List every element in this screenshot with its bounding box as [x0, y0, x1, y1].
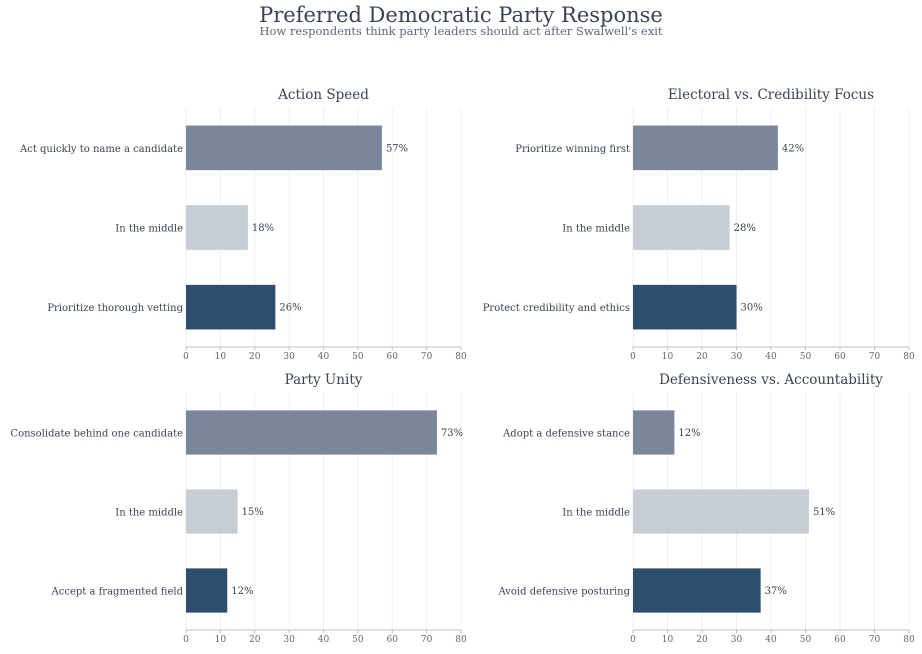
value-label: 57% — [386, 143, 408, 154]
category-label: In the middle — [562, 508, 630, 519]
bar — [633, 125, 778, 171]
x-tick-label: 80 — [455, 352, 467, 362]
category-label: In the middle — [115, 508, 183, 519]
category-label: Adopt a defensive stance — [502, 429, 630, 440]
x-tick-label: 30 — [283, 635, 295, 645]
x-tick-label: 50 — [800, 352, 812, 362]
value-label: 30% — [741, 303, 763, 314]
chart-panel-3: Party Unity Consolidate behind one candid… — [10, 372, 467, 645]
value-label: 28% — [734, 223, 756, 234]
x-tick-label: 0 — [183, 635, 189, 645]
value-label: 37% — [765, 586, 787, 597]
value-label: 42% — [782, 143, 804, 154]
x-tick-label: 0 — [630, 352, 636, 362]
value-label: 26% — [279, 303, 301, 314]
bar — [186, 125, 382, 171]
x-tick-label: 40 — [765, 352, 777, 362]
bar — [186, 410, 437, 455]
value-label: 15% — [242, 507, 264, 518]
category-label: Avoid defensive posturing — [497, 587, 630, 598]
x-tick-label: 50 — [352, 635, 364, 645]
x-tick-label: 0 — [630, 635, 636, 645]
category-label: Accept a fragmented field — [51, 587, 184, 598]
chart-panel-4: Defensiveness vs. Accountability Adopt a … — [497, 372, 915, 645]
value-label: 18% — [252, 223, 274, 234]
panel-title: Electoral vs. Credibility Focus — [668, 87, 874, 103]
category-label: In the middle — [115, 224, 183, 235]
x-tick-label: 60 — [834, 635, 846, 645]
bar — [186, 205, 248, 250]
x-tick-label: 0 — [183, 352, 189, 362]
x-tick-label: 60 — [387, 635, 399, 645]
x-tick-label: 20 — [249, 352, 261, 362]
value-label: 73% — [441, 428, 463, 439]
x-tick-label: 30 — [283, 352, 295, 362]
value-label: 51% — [813, 507, 835, 518]
x-tick-label: 70 — [869, 635, 881, 645]
panel-title: Action Speed — [277, 87, 369, 103]
bar — [186, 489, 238, 534]
x-tick-label: 10 — [215, 352, 227, 362]
x-tick-label: 40 — [318, 352, 330, 362]
value-label: 12% — [678, 428, 700, 439]
x-tick-label: 50 — [352, 352, 364, 362]
x-tick-label: 60 — [834, 352, 846, 362]
bar — [633, 568, 761, 613]
bar — [633, 284, 737, 330]
x-tick-label: 70 — [421, 635, 433, 645]
category-label: In the middle — [562, 224, 630, 235]
bar — [633, 205, 730, 250]
chart-panel-1: Action Speed Act quickly to name a candid… — [19, 87, 467, 362]
bar — [633, 489, 809, 534]
x-tick-label: 30 — [731, 352, 743, 362]
figure-subtitle: How respondents think party leaders shou… — [259, 24, 663, 38]
bar — [186, 284, 276, 330]
x-tick-label: 20 — [696, 352, 708, 362]
x-tick-label: 10 — [662, 635, 674, 645]
x-tick-label: 50 — [800, 635, 812, 645]
x-tick-label: 40 — [765, 635, 777, 645]
x-tick-label: 40 — [318, 635, 330, 645]
category-label: Protect credibility and ethics — [483, 303, 630, 314]
category-label: Prioritize winning first — [515, 144, 630, 155]
category-label: Act quickly to name a candidate — [19, 144, 183, 155]
x-tick-label: 80 — [455, 635, 467, 645]
category-label: Prioritize thorough vetting — [47, 303, 183, 314]
value-label: 12% — [231, 586, 253, 597]
x-tick-label: 10 — [662, 352, 674, 362]
bar — [186, 568, 228, 613]
chart-panel-2: Electoral vs. Credibility Focus Prioritiz… — [483, 87, 915, 362]
panel-title: Defensiveness vs. Accountability — [659, 372, 883, 388]
x-tick-label: 30 — [731, 635, 743, 645]
category-label: Consolidate behind one candidate — [10, 429, 183, 440]
x-tick-label: 10 — [215, 635, 227, 645]
panel-title: Party Unity — [285, 372, 363, 388]
x-tick-label: 60 — [387, 352, 399, 362]
x-tick-label: 70 — [869, 352, 881, 362]
x-tick-label: 80 — [903, 352, 915, 362]
bar — [633, 410, 675, 455]
x-tick-label: 20 — [249, 635, 261, 645]
x-tick-label: 20 — [696, 635, 708, 645]
x-tick-label: 70 — [421, 352, 433, 362]
x-tick-label: 80 — [903, 635, 915, 645]
figure-title: Preferred Democratic Party Response — [259, 3, 663, 27]
